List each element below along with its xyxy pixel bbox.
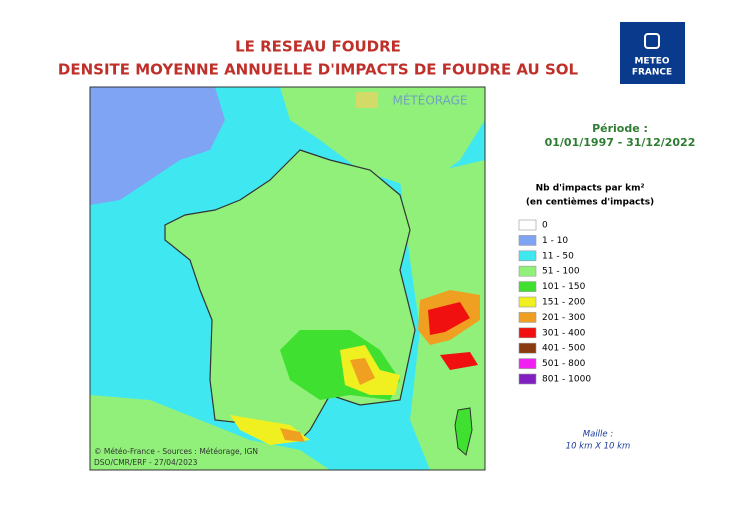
low-density-area [90, 87, 225, 205]
legend-swatch [518, 296, 537, 308]
credit: DSO/CMR/ERF - 27/04/2023 [94, 458, 198, 467]
legend-swatch [518, 219, 537, 231]
title-line: LE RESEAU FOUDRE [235, 38, 401, 56]
legend-swatch [518, 358, 537, 369]
watermark-icon [356, 92, 378, 108]
legend: 0 1 - 10 11 - 50 51 - 100 101 - 150 151 - 200… [518, 219, 591, 385]
corsica [454, 407, 473, 456]
legend-swatch [518, 265, 537, 277]
legend-label: 801 - 1000 [542, 375, 591, 385]
period-dates: 01/01/1997 - 31/12/2022 [545, 136, 696, 149]
sea-density [428, 302, 470, 335]
legend-label: 51 - 100 [542, 267, 580, 277]
legend-swatch [518, 312, 537, 323]
legend-label: 401 - 500 [542, 344, 586, 354]
logo-icon [644, 33, 660, 49]
land-density [350, 358, 375, 385]
map: MÉTÉORAGE © Météo-France - Sources : Mét… [89, 86, 486, 471]
mesh-label: Maille : [583, 430, 614, 440]
sea-density [440, 352, 478, 370]
legend-label: 501 - 800 [542, 359, 586, 369]
legend-label: 301 - 400 [542, 328, 586, 338]
land-density [280, 87, 485, 190]
watermark: MÉTÉORAGE [392, 93, 467, 108]
legend-swatch [518, 373, 537, 385]
period-label: Période : [592, 122, 648, 135]
legend-label: 1 - 10 [542, 236, 568, 246]
legend-swatch [518, 250, 537, 262]
legend-label: 151 - 200 [542, 298, 586, 308]
legend-title: Nb d'impacts par km² [536, 184, 645, 194]
logo-box [620, 22, 685, 84]
legend-swatch [518, 235, 537, 246]
legend-swatch [518, 327, 537, 339]
legend-title: (en centièmes d'impacts) [526, 197, 654, 208]
land-density [280, 428, 305, 442]
legend-label: 101 - 150 [542, 282, 586, 292]
legend-label: 0 [542, 221, 548, 231]
legend-label: 201 - 300 [542, 313, 586, 323]
logo-text: METEO [634, 57, 669, 67]
mesh-value: 10 km X 10 km [566, 442, 631, 452]
map-frame [89, 86, 486, 471]
legend-swatch [518, 342, 537, 354]
logo-text: FRANCE [632, 68, 672, 78]
legend-label: 11 - 50 [542, 251, 574, 261]
title-line: DENSITE MOYENNE ANNUELLE D'IMPACTS DE FO… [58, 61, 579, 79]
land-density [90, 395, 330, 470]
credit: © Météo-France - Sources : Météorage, IG… [94, 447, 258, 456]
legend-swatch [518, 281, 537, 292]
